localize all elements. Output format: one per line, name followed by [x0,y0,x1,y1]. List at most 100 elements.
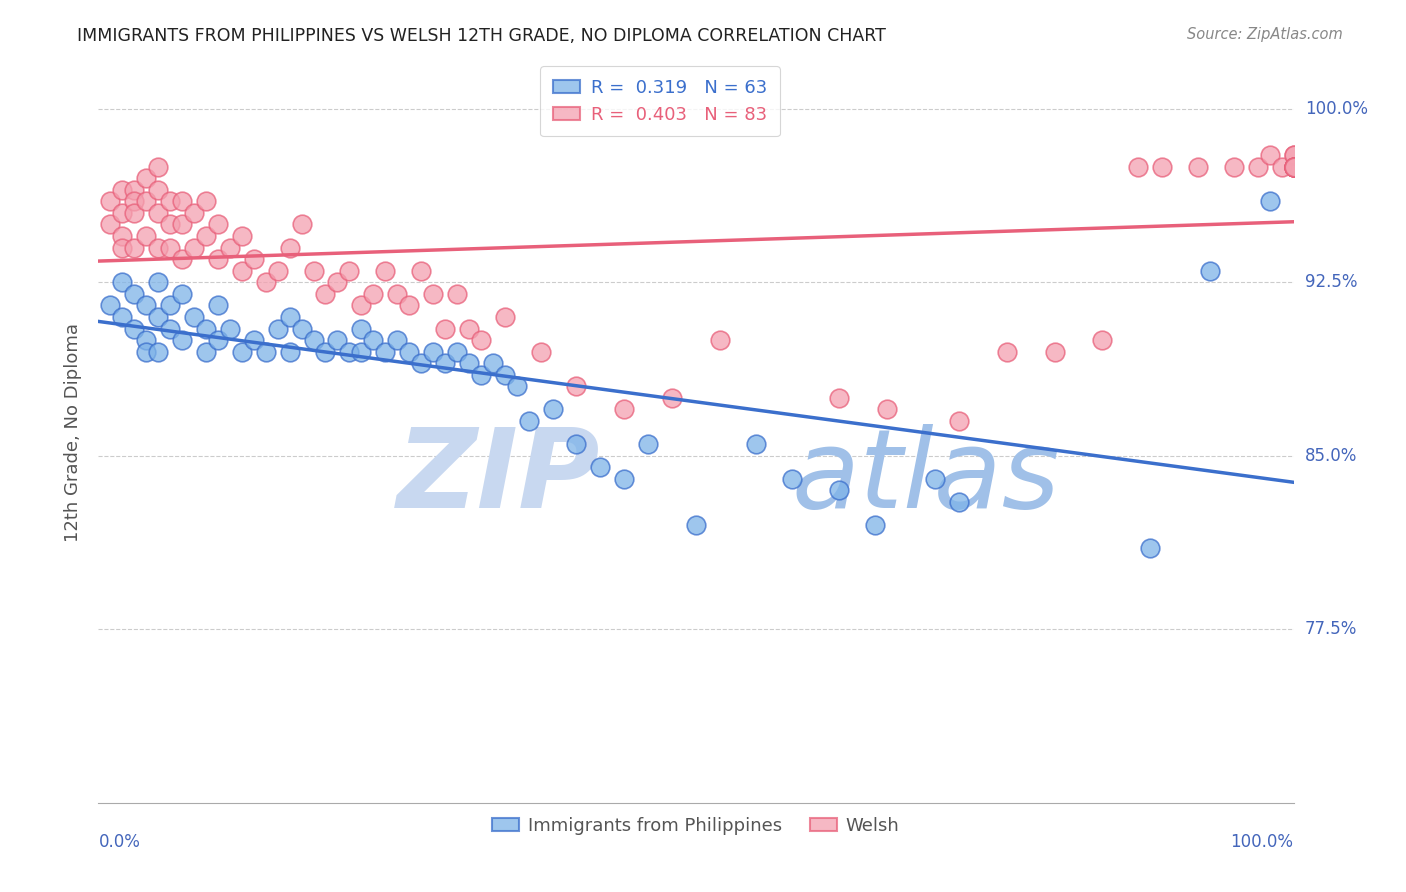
Point [948,495,970,509]
Point [363,286,385,301]
Point [195,321,218,335]
Text: atlas: atlas [792,424,1060,531]
Point [481,356,505,370]
Point [159,240,181,255]
Point [326,275,349,289]
Point [613,472,636,486]
Point [231,229,253,244]
Point [1282,160,1305,174]
Point [159,218,181,232]
Point [1271,160,1294,174]
Point [148,344,170,359]
Point [828,483,851,498]
Point [291,321,314,335]
Point [148,206,170,220]
Point [1282,160,1305,174]
Point [828,391,851,405]
Point [207,252,229,266]
Point [135,229,157,244]
Point [148,240,170,255]
Point [135,344,157,359]
Point [111,310,134,324]
Point [195,344,218,359]
Point [183,310,205,324]
Point [148,310,170,324]
Text: 92.5%: 92.5% [1305,273,1357,291]
Point [207,298,229,312]
Point [135,333,157,347]
Point [1282,160,1305,174]
Point [111,206,134,220]
Text: 100.0%: 100.0% [1305,100,1368,118]
Point [446,344,468,359]
Point [159,321,181,335]
Point [124,321,146,335]
Point [148,183,170,197]
Point [278,344,301,359]
Point [302,263,325,277]
Point [124,240,146,255]
Point [111,240,134,255]
Point [434,356,457,370]
Point [339,344,361,359]
Point [1199,263,1222,277]
Point [411,356,433,370]
Point [135,298,157,312]
Text: 0.0%: 0.0% [98,833,141,851]
Point [159,298,181,312]
Point [350,298,373,312]
Point [517,414,540,428]
Point [565,437,588,451]
Point [1282,148,1305,162]
Point [315,286,337,301]
Point [506,379,529,393]
Point [1187,160,1209,174]
Point [135,194,157,209]
Point [207,333,229,347]
Point [422,286,444,301]
Point [1152,160,1174,174]
Point [124,206,146,220]
Point [374,344,396,359]
Point [411,263,433,277]
Point [124,183,146,197]
Text: Source: ZipAtlas.com: Source: ZipAtlas.com [1187,27,1343,42]
Text: 77.5%: 77.5% [1305,620,1357,639]
Point [254,275,277,289]
Point [231,263,253,277]
Point [183,206,205,220]
Point [458,356,481,370]
Point [1282,160,1305,174]
Point [1282,160,1305,174]
Point [172,252,194,266]
Point [494,368,516,382]
Point [530,344,553,359]
Point [315,344,337,359]
Point [111,275,134,289]
Point [1258,194,1281,209]
Point [589,460,612,475]
Point [1128,160,1150,174]
Point [565,379,588,393]
Point [195,229,218,244]
Point [350,344,373,359]
Point [374,263,396,277]
Point [458,321,481,335]
Point [709,333,731,347]
Point [494,310,516,324]
Point [865,518,887,533]
Point [231,344,253,359]
Point [1091,333,1114,347]
Point [278,240,301,255]
Point [1282,160,1305,174]
Point [219,321,242,335]
Point [434,321,457,335]
Text: 85.0%: 85.0% [1305,447,1357,465]
Point [1282,160,1305,174]
Point [124,286,146,301]
Point [172,194,194,209]
Point [326,333,349,347]
Point [613,402,636,417]
Point [745,437,768,451]
Text: ZIP: ZIP [396,424,600,531]
